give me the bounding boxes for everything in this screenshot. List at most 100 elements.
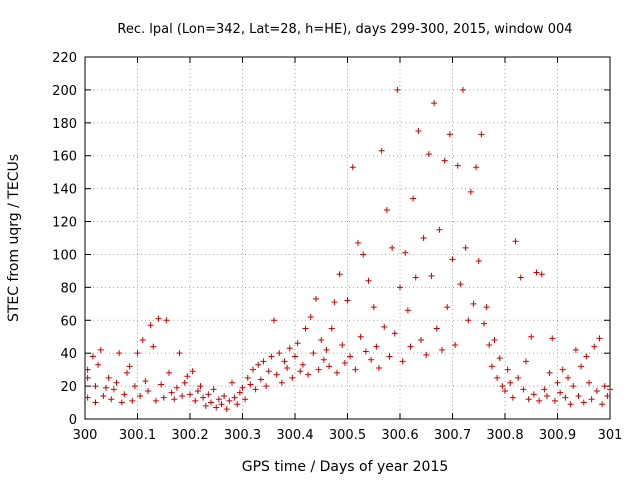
data-point <box>494 374 501 381</box>
y-tick-label: 200 <box>52 84 77 99</box>
data-point <box>205 391 212 398</box>
data-point <box>449 256 456 263</box>
data-point <box>242 396 249 403</box>
data-point <box>320 356 327 363</box>
x-tick-label: 300 <box>73 428 98 443</box>
data-point <box>297 368 304 375</box>
data-point <box>339 341 346 348</box>
data-point <box>152 397 159 404</box>
data-point <box>92 383 99 390</box>
data-point <box>491 337 498 344</box>
data-point <box>176 350 183 357</box>
x-tick-label: 300.5 <box>329 428 366 443</box>
data-point <box>129 397 136 404</box>
data-point <box>294 340 301 347</box>
data-point <box>360 251 367 258</box>
data-point <box>423 351 430 358</box>
data-point <box>488 363 495 370</box>
data-point <box>441 157 448 164</box>
data-point <box>578 363 585 370</box>
data-point <box>415 128 422 135</box>
data-point <box>559 366 566 373</box>
data-point <box>420 235 427 241</box>
data-point <box>601 383 608 390</box>
y-tick-label: 180 <box>52 117 77 132</box>
data-point <box>147 322 154 329</box>
data-point <box>184 373 191 380</box>
data-point <box>124 369 130 376</box>
data-point <box>520 386 527 393</box>
data-point <box>263 383 270 390</box>
x-tick-label: 300.7 <box>434 428 471 443</box>
data-point <box>95 361 102 368</box>
data-point <box>436 226 443 233</box>
data-point <box>431 100 438 107</box>
data-point <box>530 391 537 398</box>
data-point <box>239 384 246 391</box>
data-point <box>110 386 117 393</box>
data-point <box>108 396 115 403</box>
data-point <box>307 313 314 320</box>
y-tick-label: 140 <box>52 183 77 198</box>
data-point <box>478 131 485 138</box>
data-point <box>402 249 409 256</box>
data-point <box>444 304 451 311</box>
y-tick-label: 0 <box>69 413 77 428</box>
data-points <box>84 86 613 413</box>
data-point <box>221 392 228 399</box>
data-point <box>302 325 309 332</box>
data-point <box>197 383 204 390</box>
data-point <box>163 317 170 324</box>
data-point <box>365 277 372 284</box>
data-point <box>92 399 99 406</box>
data-point <box>315 366 322 373</box>
data-point <box>481 320 487 327</box>
y-tick-label: 80 <box>60 281 77 296</box>
data-point <box>160 394 167 401</box>
chart-title: Rec. lpal (Lon=342, Lat=28, h=HE), days … <box>117 22 572 37</box>
data-point <box>166 369 172 376</box>
data-point <box>389 244 396 251</box>
data-point <box>313 295 319 302</box>
y-tick-label: 160 <box>52 150 77 165</box>
data-point <box>155 315 162 322</box>
data-point <box>318 337 325 344</box>
data-point <box>158 381 165 388</box>
data-point <box>373 343 380 350</box>
data-point <box>305 371 312 378</box>
data-point <box>465 317 472 324</box>
data-point <box>599 401 606 408</box>
data-point <box>368 356 375 363</box>
data-point <box>210 386 217 393</box>
data-point <box>347 353 354 360</box>
data-point <box>562 394 569 401</box>
data-point <box>446 131 453 138</box>
data-point <box>234 401 241 408</box>
data-point <box>194 388 201 395</box>
data-point <box>567 401 574 408</box>
data-point <box>418 337 424 344</box>
data-point <box>150 343 157 350</box>
data-point <box>334 369 340 376</box>
data-point <box>341 360 348 367</box>
data-point <box>326 363 333 370</box>
data-point <box>97 346 104 353</box>
data-point <box>457 281 464 288</box>
data-point <box>496 355 503 362</box>
data-point <box>344 297 351 304</box>
data-point <box>604 392 611 399</box>
data-point <box>362 348 369 355</box>
data-point <box>588 396 595 403</box>
data-point <box>273 371 280 378</box>
data-point <box>168 389 175 396</box>
data-point <box>378 147 385 154</box>
data-point <box>208 399 214 406</box>
data-point <box>394 86 401 93</box>
data-point <box>255 361 262 368</box>
data-point <box>223 406 230 413</box>
data-point <box>103 384 109 391</box>
y-axis-title: STEC from uqrg / TECUs <box>6 154 22 322</box>
data-point <box>486 341 493 348</box>
data-point <box>381 323 388 330</box>
